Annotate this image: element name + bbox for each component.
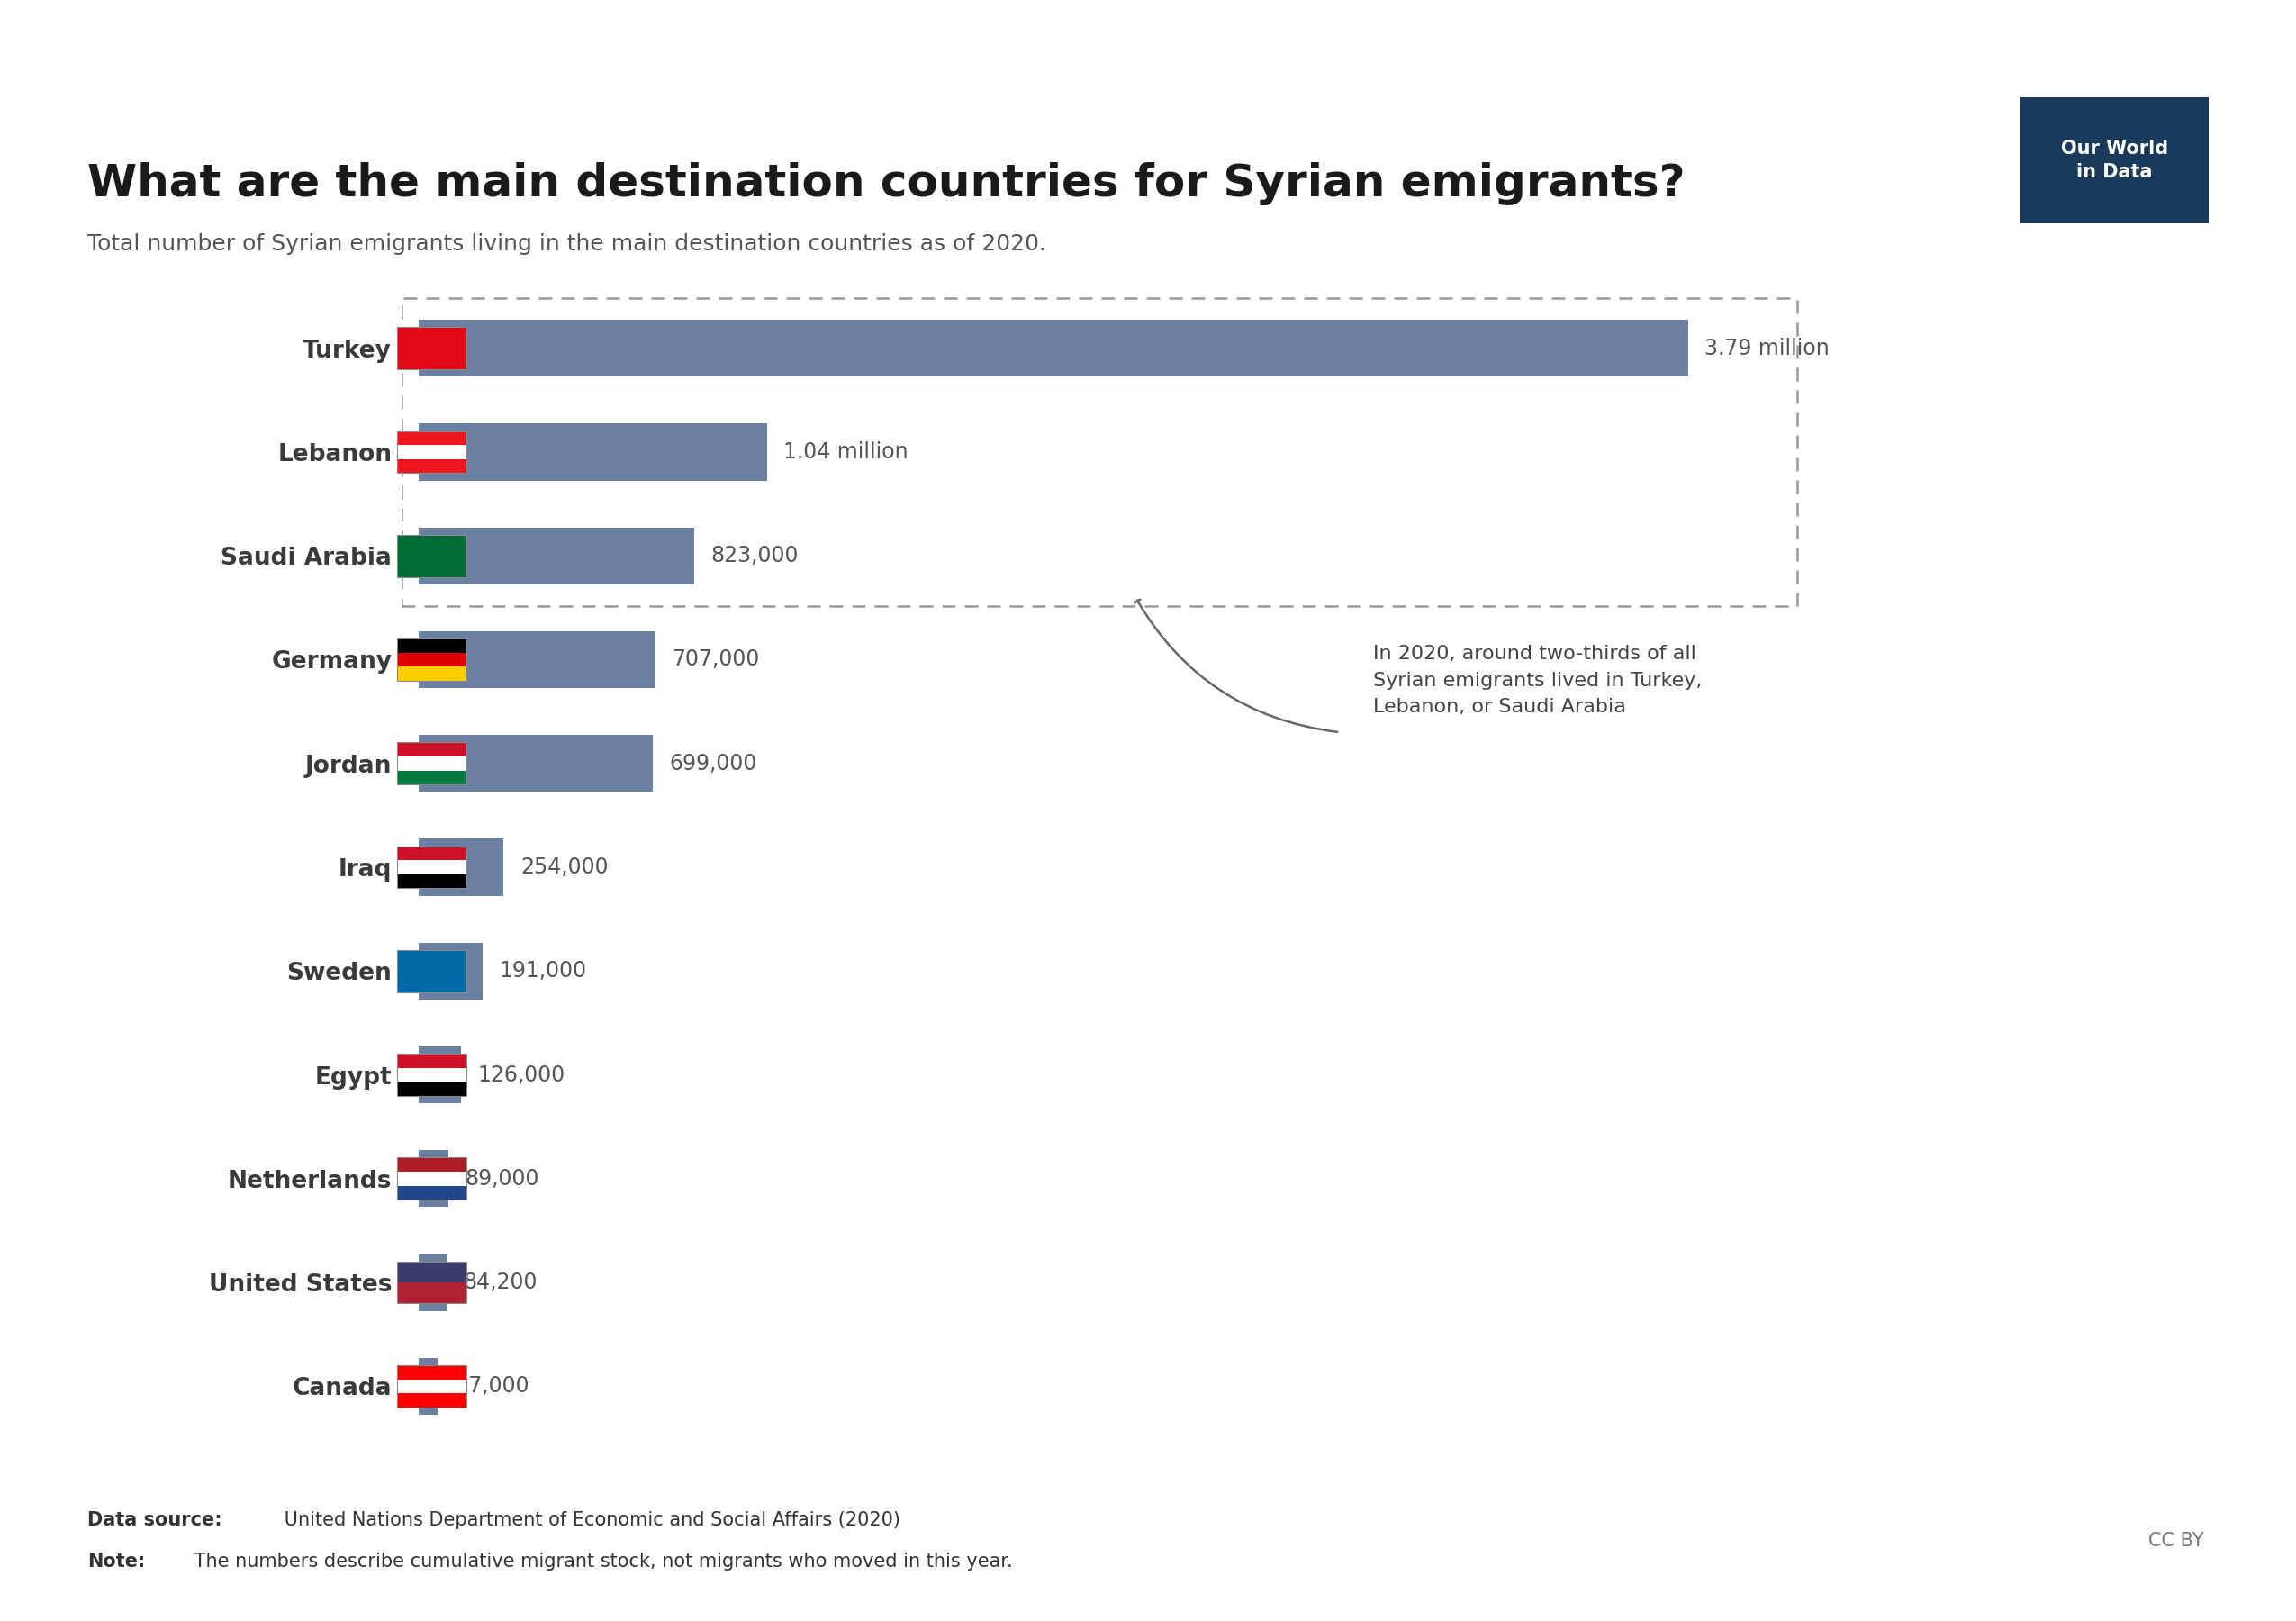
- Text: Our World
in Data: Our World in Data: [2062, 139, 2167, 182]
- Bar: [418, 527, 693, 585]
- Text: 84,200: 84,200: [464, 1271, 537, 1294]
- Text: What are the main destination countries for Syrian emigrants?: What are the main destination countries …: [87, 162, 1685, 206]
- Bar: [418, 1046, 461, 1104]
- Bar: [418, 1149, 448, 1208]
- Text: Total number of Syrian emigrants living in the main destination countries as of : Total number of Syrian emigrants living …: [87, 233, 1047, 254]
- Text: 89,000: 89,000: [466, 1167, 540, 1190]
- Text: 3.79 million: 3.79 million: [1704, 337, 1830, 358]
- Text: 191,000: 191,000: [498, 960, 588, 982]
- Bar: [418, 734, 652, 793]
- Text: The numbers describe cumulative migrant stock, not migrants who moved in this ye: The numbers describe cumulative migrant …: [188, 1553, 1013, 1571]
- Bar: [418, 319, 1688, 376]
- Text: United Nations Department of Economic and Social Affairs (2020): United Nations Department of Economic an…: [278, 1511, 900, 1529]
- Text: 1.04 million: 1.04 million: [783, 441, 909, 464]
- Text: CC BY: CC BY: [2149, 1532, 2204, 1550]
- Bar: [418, 631, 654, 689]
- Text: Data source:: Data source:: [87, 1511, 223, 1529]
- Bar: [418, 942, 482, 1000]
- Text: In 2020, around two-thirds of all
Syrian emigrants lived in Turkey,
Lebanon, or : In 2020, around two-thirds of all Syrian…: [1373, 645, 1701, 716]
- Bar: [418, 1255, 448, 1311]
- Text: 126,000: 126,000: [478, 1063, 565, 1086]
- Text: 57,000: 57,000: [455, 1376, 528, 1397]
- Text: 707,000: 707,000: [673, 648, 760, 671]
- Text: Note:: Note:: [87, 1553, 145, 1571]
- Bar: [418, 1358, 439, 1415]
- Text: 823,000: 823,000: [712, 545, 799, 567]
- Bar: [418, 838, 503, 896]
- Text: 254,000: 254,000: [521, 856, 608, 879]
- Text: 699,000: 699,000: [670, 752, 758, 775]
- Bar: [418, 423, 767, 480]
